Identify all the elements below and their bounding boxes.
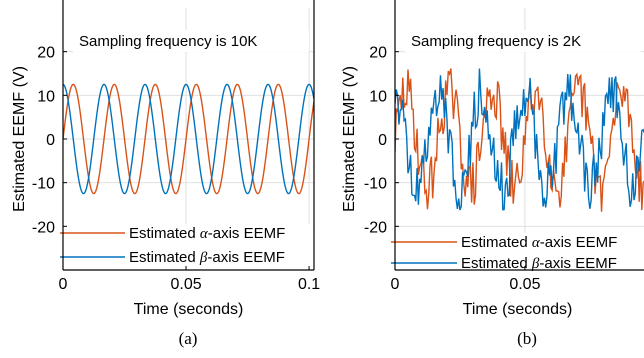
chart0-y-tick-label: 20 <box>37 45 55 62</box>
chart1-x-axis-label: Time (seconds) <box>463 301 573 318</box>
chart1-annotation: Sampling frequency is 2K <box>411 33 581 50</box>
chart0-legend-post: -axis EEMF <box>207 249 285 266</box>
chart1-legend-pre: Estimated <box>461 234 532 251</box>
chart1-legend-symbol: α <box>532 235 541 251</box>
chart0-y-tick-label: -20 <box>32 219 55 236</box>
chart1-legend-pre: Estimated <box>461 255 532 272</box>
chart0-legend-symbol: α <box>200 226 209 242</box>
chart1-legend-symbol: β <box>531 256 540 272</box>
chart0-x-axis-label: Time (seconds) <box>134 301 244 318</box>
chart1-y-tick-label: 0 <box>378 132 387 149</box>
chart1-legend-post: -axis EEMF <box>540 234 618 251</box>
chart1-legend-label: Estimated β-axis EEMF <box>461 255 617 272</box>
chart1-annotation-box <box>405 30 641 52</box>
chart1-y-axis-label: Estimated EEMF (V) <box>341 66 358 212</box>
chart0-y-axis-label: Estimated EEMF (V) <box>11 66 28 212</box>
chart1-x-tick-label: 0.05 <box>509 276 540 293</box>
chart0-legend-box <box>64 224 313 270</box>
chart0-y-tick-label: 10 <box>37 88 55 105</box>
chart1-y-tick-label: 10 <box>369 88 387 105</box>
chart1-y-tick-label: 20 <box>369 45 387 62</box>
chart0-legend-pre: Estimated <box>129 249 200 266</box>
chart0-x-tick-label: 0 <box>59 276 68 293</box>
chart0-x-tick-label: 0.05 <box>170 276 201 293</box>
chart1-series-beta-line <box>395 68 644 211</box>
chart1-legend-post: -axis EEMF <box>539 255 617 272</box>
chart1-y-tick-label: -20 <box>364 219 387 236</box>
chart1-y-tick-label: -10 <box>364 176 387 193</box>
chart0-y-tick-label: 0 <box>46 132 55 149</box>
chart0-annotation: Sampling frequency is 10K <box>79 33 257 50</box>
chart1-series-alpha-line <box>395 68 644 212</box>
chart1-legend-label: Estimated α-axis EEMF <box>461 234 617 251</box>
chart1-x-tick-label: 0 <box>391 276 400 293</box>
chart0-y-tick-label: -10 <box>32 176 55 193</box>
chart0-legend-pre: Estimated <box>129 225 200 242</box>
chart0-legend-label: Estimated α-axis EEMF <box>129 225 285 242</box>
chart0-legend-symbol: β <box>199 250 208 266</box>
chart0-legend-label: Estimated β-axis EEMF <box>129 249 285 266</box>
chart0-series-alpha-line <box>63 83 314 195</box>
chart0-legend-post: -axis EEMF <box>208 225 286 242</box>
chart0-x-tick-label: 0.1 <box>298 276 320 293</box>
chart0-panel-label: (a) <box>179 329 198 348</box>
chart1-panel-label: (b) <box>517 329 537 348</box>
chart1-legend-box <box>396 233 644 276</box>
chart0-series-beta-line <box>63 83 314 195</box>
chart0-annotation-box <box>73 30 309 52</box>
